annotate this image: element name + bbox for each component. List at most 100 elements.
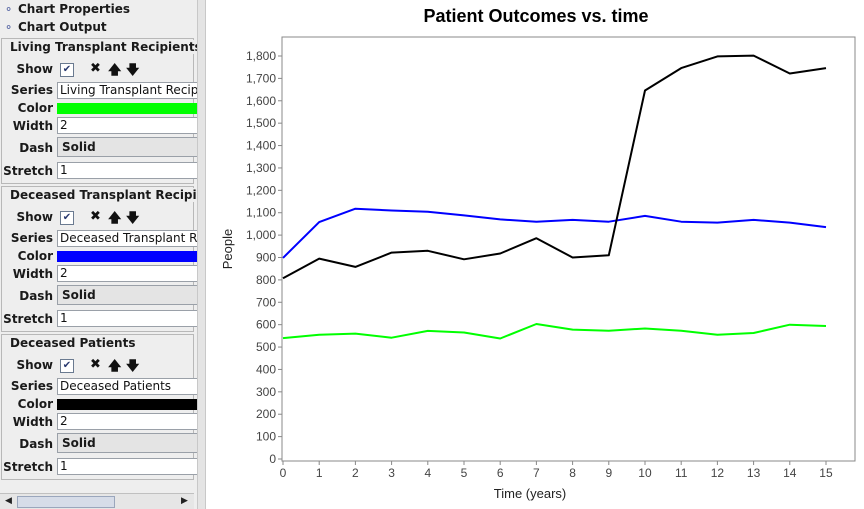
x-tick-label: 2 [352, 466, 359, 480]
y-tick-label: 800 [256, 273, 276, 287]
scroll-left-icon[interactable]: ◀ [5, 496, 12, 506]
section-title: Deceased Patients [8, 336, 138, 350]
color-label: Color [17, 101, 53, 115]
width-label: Width [12, 119, 53, 133]
y-tick-label: 100 [256, 430, 276, 444]
show-label: Show [16, 210, 53, 224]
y-tick-label: 1,200 [246, 183, 276, 197]
panel-splitter[interactable] [197, 0, 206, 509]
x-tick-label: 13 [747, 466, 761, 480]
y-axis: 0 100 200 300 400 500 600 700 800 900 1,000 1,100 1,… [246, 49, 282, 466]
dash-select[interactable]: Solid [57, 137, 197, 157]
series-section-deceased-patients: Deceased Patients Show ✔ ✖ 🡅 🡇 Series De… [1, 334, 197, 480]
arrow-up-icon[interactable]: 🡅 [108, 359, 122, 374]
width-label: Width [12, 267, 53, 281]
arrow-down-icon[interactable]: 🡇 [126, 63, 140, 78]
dash-select[interactable]: Solid [57, 433, 197, 453]
width-input[interactable]: 2 [57, 265, 197, 282]
tree-item-label: Chart Output [18, 20, 107, 34]
chart-title: Patient Outcomes vs. time [423, 6, 648, 26]
y-tick-label: 600 [256, 318, 276, 332]
x-tick-label: 12 [711, 466, 725, 480]
series-label: Series [10, 379, 53, 393]
y-tick-label: 0 [269, 452, 276, 466]
tree-item-chart-properties[interactable]: ⚬ Chart Properties [4, 1, 130, 17]
width-label: Width [12, 415, 53, 429]
series-line-0 [282, 323, 827, 340]
y-tick-label: 1,700 [246, 71, 276, 85]
section-title: Deceased Transplant Recipients [8, 188, 197, 202]
series-section-living: Living Transplant Recipients Show ✔ ✖ 🡅 … [1, 38, 197, 184]
x-tick-label: 9 [605, 466, 612, 480]
show-label: Show [16, 358, 53, 372]
series-name-input[interactable]: Deceased Patients [57, 378, 197, 395]
tree-item-chart-output[interactable]: ⚬ Chart Output [4, 19, 107, 35]
dash-label: Dash [19, 289, 53, 303]
key-icon: ⚬ [4, 2, 14, 16]
arrow-down-icon[interactable]: 🡇 [126, 211, 140, 226]
color-swatch[interactable] [57, 103, 197, 114]
x-axis: 0 1 2 3 4 5 6 7 8 9 10 11 12 13 14 15 [280, 461, 833, 480]
width-input[interactable]: 2 [57, 413, 197, 430]
x-tick-label: 5 [461, 466, 468, 480]
color-swatch[interactable] [57, 399, 197, 410]
settings-panel: ⚬ Chart Properties ⚬ Chart Output Living… [0, 0, 197, 509]
show-label: Show [16, 62, 53, 76]
y-tick-label: 1,000 [246, 228, 276, 242]
width-input[interactable]: 2 [57, 117, 197, 134]
y-tick-label: 1,500 [246, 116, 276, 130]
series-line-2 [282, 54, 827, 280]
series-layer [282, 54, 827, 340]
plot-area [281, 36, 856, 462]
y-tick-label: 1,600 [246, 94, 276, 108]
dash-select[interactable]: Solid [57, 285, 197, 305]
show-checkbox[interactable]: ✔ [60, 359, 74, 373]
section-title: Living Transplant Recipients [8, 40, 197, 54]
color-label: Color [17, 397, 53, 411]
show-checkbox[interactable]: ✔ [60, 63, 74, 77]
series-name-input[interactable]: Deceased Transplant Re [57, 230, 197, 247]
horizontal-scrollbar[interactable]: ◀ ▶ [0, 493, 194, 509]
series-line-1 [282, 207, 827, 259]
stretch-label: Stretch [3, 164, 53, 178]
x-tick-label: 0 [280, 466, 287, 480]
key-icon: ⚬ [4, 20, 14, 34]
stretch-label: Stretch [3, 312, 53, 326]
tree-item-label: Chart Properties [18, 2, 131, 16]
arrow-down-icon[interactable]: 🡇 [126, 359, 140, 374]
series-section-deceased-transplant: Deceased Transplant Recipients Show ✔ ✖ … [1, 186, 197, 332]
stretch-input[interactable]: 1 [57, 310, 197, 327]
y-axis-label: People [220, 229, 235, 269]
delete-icon[interactable]: ✖ [90, 61, 101, 76]
dash-label: Dash [19, 141, 53, 155]
x-tick-label: 10 [638, 466, 652, 480]
y-tick-label: 1,400 [246, 139, 276, 153]
series-label: Series [10, 83, 53, 97]
delete-icon[interactable]: ✖ [90, 209, 101, 224]
arrow-up-icon[interactable]: 🡅 [108, 211, 122, 226]
x-tick-label: 7 [533, 466, 540, 480]
y-tick-label: 400 [256, 362, 276, 376]
series-name-input[interactable]: Living Transplant Recipie [57, 82, 197, 99]
x-tick-label: 8 [569, 466, 576, 480]
scroll-right-icon[interactable]: ▶ [181, 496, 188, 506]
x-tick-label: 1 [316, 466, 323, 480]
color-swatch[interactable] [57, 251, 197, 262]
x-tick-label: 15 [819, 466, 833, 480]
delete-icon[interactable]: ✖ [90, 357, 101, 372]
x-axis-label: Time (years) [494, 486, 566, 501]
y-tick-label: 1,300 [246, 161, 276, 175]
color-label: Color [17, 249, 53, 263]
series-label: Series [10, 231, 53, 245]
y-tick-label: 500 [256, 340, 276, 354]
x-tick-label: 4 [424, 466, 431, 480]
stretch-label: Stretch [3, 460, 53, 474]
y-tick-label: 300 [256, 385, 276, 399]
scroll-thumb[interactable] [17, 496, 115, 508]
y-tick-label: 1,100 [246, 206, 276, 220]
stretch-input[interactable]: 1 [57, 162, 197, 179]
arrow-up-icon[interactable]: 🡅 [108, 63, 122, 78]
show-checkbox[interactable]: ✔ [60, 211, 74, 225]
stretch-input[interactable]: 1 [57, 458, 197, 475]
x-tick-label: 11 [675, 466, 688, 480]
